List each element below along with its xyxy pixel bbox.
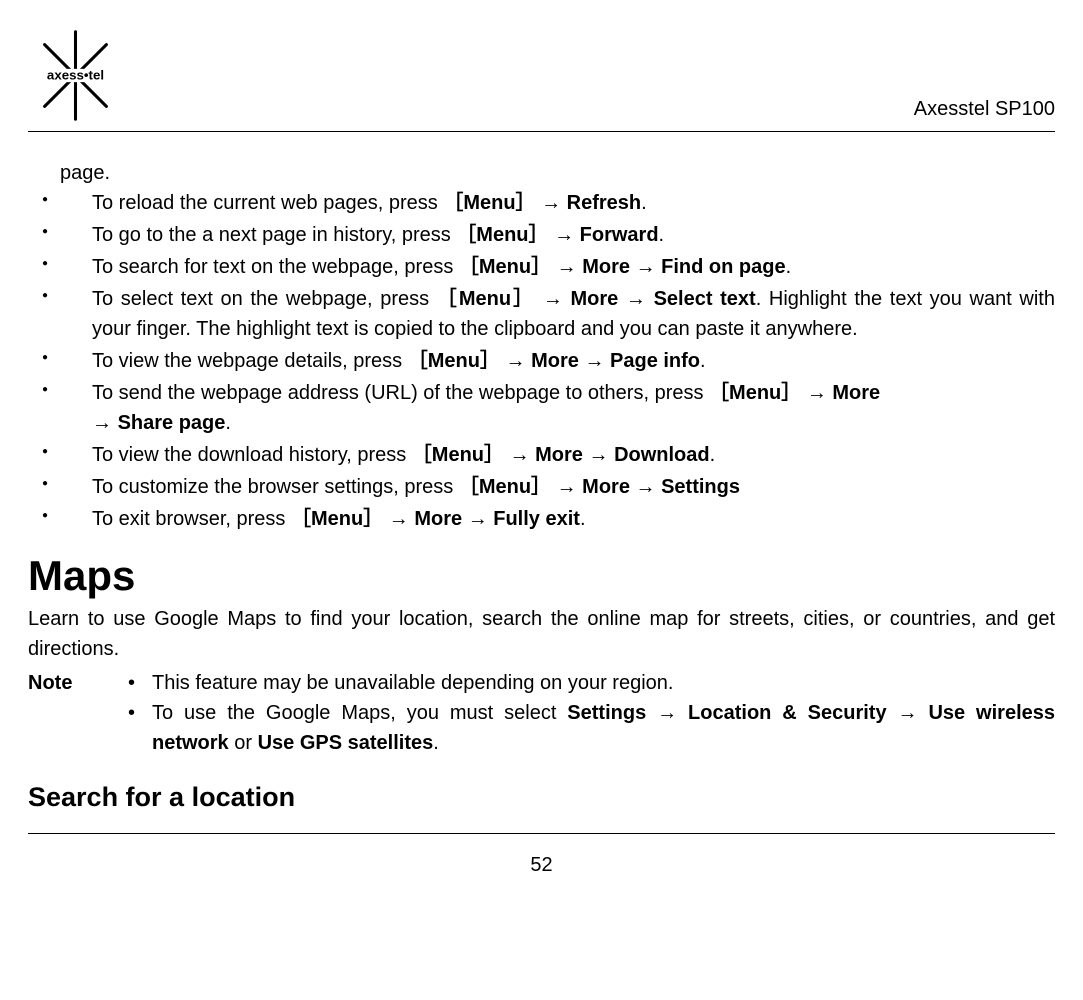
browser-bullet-list: To reload the current web pages, press ［… xyxy=(28,188,1055,534)
note-text: To use the Google Maps, you must select … xyxy=(152,698,1055,758)
list-item: To view the download history, press ［Men… xyxy=(28,440,1055,470)
list-item: To reload the current web pages, press ［… xyxy=(28,188,1055,218)
note-row-2: • To use the Google Maps, you must selec… xyxy=(28,698,1055,758)
note-row-1: Note • This feature may be unavailable d… xyxy=(28,668,1055,698)
svg-text:axess•tel: axess•tel xyxy=(47,67,104,82)
page-number: 52 xyxy=(530,854,552,876)
note-block: Note • This feature may be unavailable d… xyxy=(28,668,1055,758)
maps-heading: Maps xyxy=(28,552,1055,600)
note-label: Note xyxy=(28,668,128,698)
list-item: To select text on the webpage, press ［Me… xyxy=(28,284,1055,344)
list-item: To search for text on the webpage, press… xyxy=(28,252,1055,282)
axesstel-logo-icon: axess•tel xyxy=(28,28,123,123)
search-heading: Search for a location xyxy=(28,782,1055,813)
body-content: page. To reload the current web pages, p… xyxy=(28,158,1055,813)
maps-intro: Learn to use Google Maps to find your lo… xyxy=(28,604,1055,664)
bullet-icon: • xyxy=(128,698,152,758)
list-item: To view the webpage details, press ［Menu… xyxy=(28,346,1055,376)
header-row: axess•tel Axesstel SP100 xyxy=(28,28,1055,132)
list-item: To go to the a next page in history, pre… xyxy=(28,220,1055,250)
note-text: This feature may be unavailable dependin… xyxy=(152,668,1055,698)
list-item: To exit browser, press ［Menu］ → More → F… xyxy=(28,504,1055,534)
list-item: To send the webpage address (URL) of the… xyxy=(28,378,1055,438)
page-container: axess•tel Axesstel SP100 page. To reload… xyxy=(0,0,1083,897)
bullet-icon: • xyxy=(128,668,152,698)
list-item: To customize the browser settings, press… xyxy=(28,472,1055,502)
logo: axess•tel xyxy=(28,28,123,123)
product-name: Axesstel SP100 xyxy=(914,98,1055,123)
page-footer: 52 xyxy=(28,833,1055,877)
continuation-text: page. xyxy=(60,158,1055,188)
